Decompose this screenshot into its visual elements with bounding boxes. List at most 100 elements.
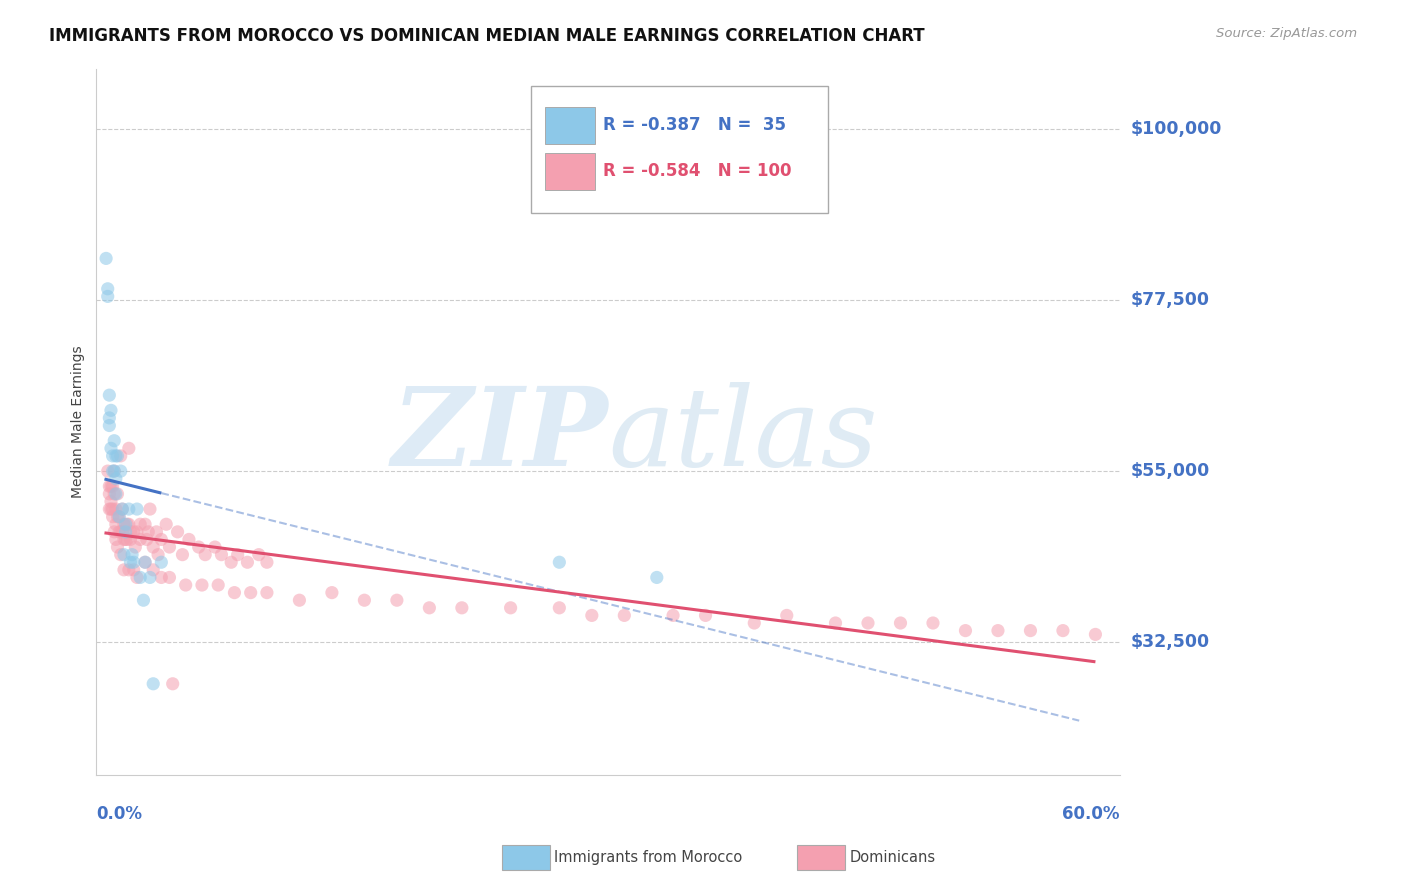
FancyBboxPatch shape xyxy=(544,153,595,190)
Point xyxy=(124,540,146,554)
Point xyxy=(581,608,603,623)
Point xyxy=(132,593,155,607)
Point xyxy=(134,517,156,532)
Point xyxy=(98,388,121,402)
Point xyxy=(104,472,127,486)
Point xyxy=(191,578,214,592)
Point xyxy=(889,615,911,630)
Point xyxy=(226,548,249,562)
Point xyxy=(204,540,226,554)
Point xyxy=(112,533,135,547)
Point xyxy=(114,517,136,532)
Point xyxy=(239,585,262,599)
Point xyxy=(110,449,132,463)
Point xyxy=(159,570,181,584)
Point xyxy=(101,479,124,493)
Point xyxy=(742,615,765,630)
Text: atlas: atlas xyxy=(607,382,877,490)
Point xyxy=(97,289,120,303)
Point xyxy=(120,533,142,547)
Point xyxy=(166,524,188,539)
Text: $77,500: $77,500 xyxy=(1130,291,1211,310)
Point xyxy=(118,563,141,577)
Point xyxy=(110,524,132,539)
Text: $100,000: $100,000 xyxy=(1130,120,1222,138)
Text: ZIP: ZIP xyxy=(391,382,607,490)
Point xyxy=(110,548,132,562)
Point xyxy=(256,585,278,599)
Text: R = -0.584   N = 100: R = -0.584 N = 100 xyxy=(603,162,792,180)
Point xyxy=(104,487,127,501)
Point xyxy=(110,464,132,478)
Point xyxy=(824,615,846,630)
Point xyxy=(114,524,136,539)
Point xyxy=(121,548,143,562)
Point xyxy=(187,540,209,554)
Point xyxy=(112,517,135,532)
Point xyxy=(177,533,200,547)
Point xyxy=(321,585,343,599)
Point xyxy=(98,411,121,425)
Point xyxy=(219,555,242,569)
Text: Dominicans: Dominicans xyxy=(849,850,935,864)
Text: 0.0%: 0.0% xyxy=(97,805,142,823)
Point xyxy=(98,487,121,501)
Point xyxy=(776,608,799,623)
Point xyxy=(256,555,278,569)
FancyBboxPatch shape xyxy=(531,87,828,213)
Point xyxy=(139,570,162,584)
Point xyxy=(115,517,138,532)
Point xyxy=(112,563,135,577)
Text: $32,500: $32,500 xyxy=(1130,633,1211,651)
Point xyxy=(107,487,129,501)
Point xyxy=(695,608,717,623)
Point xyxy=(135,533,157,547)
Point xyxy=(100,494,122,508)
Point xyxy=(111,502,134,516)
Point xyxy=(103,434,125,448)
Point xyxy=(155,517,177,532)
Point xyxy=(174,578,197,592)
Point xyxy=(207,578,229,592)
Point xyxy=(101,464,124,478)
Point xyxy=(108,509,131,524)
Point xyxy=(97,282,120,296)
Point xyxy=(129,517,152,532)
Point xyxy=(111,502,134,516)
Point xyxy=(162,677,184,691)
Point xyxy=(97,464,120,478)
Point xyxy=(98,418,121,433)
Point xyxy=(104,502,127,516)
Point xyxy=(122,524,145,539)
Point xyxy=(107,540,129,554)
Y-axis label: Median Male Earnings: Median Male Earnings xyxy=(72,345,86,498)
Point xyxy=(120,524,142,539)
Point xyxy=(100,403,122,417)
Point xyxy=(662,608,685,623)
Point xyxy=(134,555,156,569)
Point xyxy=(499,600,522,615)
Point xyxy=(120,555,142,569)
Point xyxy=(1084,627,1107,641)
Point xyxy=(112,548,135,562)
Text: IMMIGRANTS FROM MOROCCO VS DOMINICAN MEDIAN MALE EARNINGS CORRELATION CHART: IMMIGRANTS FROM MOROCCO VS DOMINICAN MED… xyxy=(49,27,925,45)
Point xyxy=(104,517,127,532)
Point xyxy=(104,533,127,547)
Point xyxy=(101,502,124,516)
Point xyxy=(613,608,636,623)
Point xyxy=(1052,624,1074,638)
Point xyxy=(236,555,259,569)
Point xyxy=(134,555,156,569)
Point xyxy=(194,548,217,562)
Point xyxy=(139,502,162,516)
Point xyxy=(107,449,129,463)
Point xyxy=(115,533,138,547)
Point xyxy=(100,479,122,493)
Point xyxy=(125,524,148,539)
Text: $55,000: $55,000 xyxy=(1130,462,1211,480)
Point xyxy=(107,509,129,524)
Point xyxy=(142,540,165,554)
Point xyxy=(98,502,121,516)
Point xyxy=(118,502,141,516)
Point xyxy=(108,524,131,539)
